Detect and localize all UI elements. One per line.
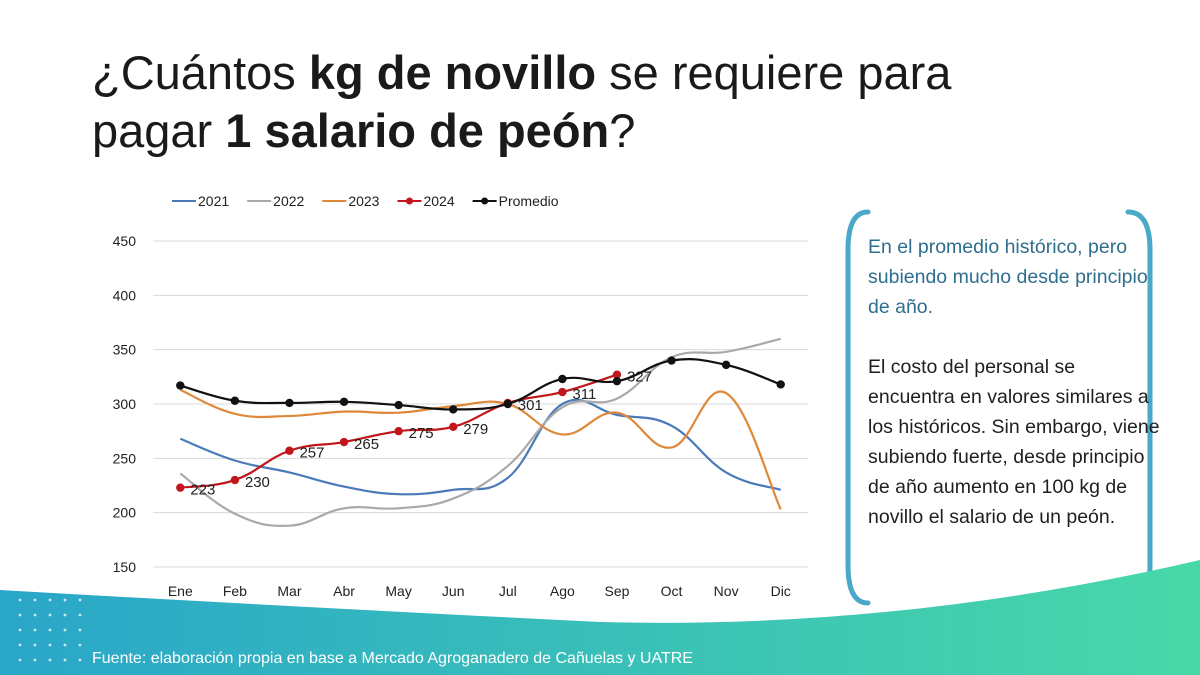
y-tick-label: 450 bbox=[113, 233, 137, 249]
data-point-promedio bbox=[721, 360, 731, 370]
x-tick-label: Sep bbox=[604, 583, 629, 599]
data-point-2024 bbox=[339, 437, 349, 447]
data-point-promedio bbox=[503, 399, 512, 409]
footer-wave bbox=[0, 560, 1200, 675]
decorative-dot bbox=[63, 598, 67, 602]
data-point-promedio bbox=[339, 397, 349, 407]
decorative-dot bbox=[63, 658, 67, 662]
x-tick-label: Ago bbox=[550, 583, 575, 599]
x-tick-label: Dic bbox=[771, 583, 791, 599]
data-point-2024 bbox=[176, 483, 185, 492]
decorative-dot bbox=[33, 598, 37, 602]
data-label-2024: 311 bbox=[572, 386, 596, 403]
data-point-promedio bbox=[558, 374, 567, 384]
x-tick-label: May bbox=[385, 583, 411, 599]
wave-shape bbox=[0, 560, 1200, 675]
data-label-2024: 279 bbox=[463, 421, 488, 438]
source-note: Fuente: elaboración propia en base a Mer… bbox=[92, 650, 693, 667]
decorative-dot bbox=[48, 658, 52, 662]
y-tick-label: 400 bbox=[113, 287, 137, 303]
x-tick-label: Nov bbox=[714, 583, 739, 599]
x-tick-label: Oct bbox=[661, 583, 683, 599]
left-bracket bbox=[845, 209, 871, 606]
decorative-dot bbox=[48, 628, 52, 632]
decorative-dot bbox=[18, 643, 22, 647]
legend-marker-2024 bbox=[405, 197, 413, 205]
title-text-1: ¿Cuántos bbox=[92, 46, 309, 99]
data-point-promedio bbox=[612, 376, 622, 386]
x-tick-label: Feb bbox=[223, 583, 247, 599]
line-chart: 150 200 250 300 350 400 450 Ene Feb Mar Abr May Jun J… bbox=[113, 193, 808, 599]
legend-label-2021: 2021 bbox=[198, 193, 229, 209]
decorative-dot bbox=[78, 658, 82, 662]
data-point-2024 bbox=[449, 422, 458, 432]
decorative-dot bbox=[78, 628, 82, 632]
x-tick-label: Abr bbox=[333, 583, 355, 599]
data-label-2024: 301 bbox=[518, 397, 543, 414]
decorative-dot bbox=[18, 613, 22, 617]
title-bold-1: kg de novillo bbox=[308, 46, 597, 99]
data-point-2024 bbox=[230, 475, 240, 485]
decorative-dot bbox=[63, 613, 67, 617]
legend-label-2022: 2022 bbox=[273, 193, 304, 209]
legend-label-promedio: Promedio bbox=[499, 193, 559, 209]
data-label-2024: 230 bbox=[245, 474, 270, 491]
data-point-promedio bbox=[285, 398, 294, 408]
data-point-promedio bbox=[230, 396, 240, 405]
data-label-2024: 223 bbox=[190, 482, 215, 499]
x-tick-label: Jun bbox=[442, 583, 465, 599]
decorative-dot bbox=[78, 643, 82, 647]
y-tick-label: 300 bbox=[113, 396, 137, 412]
title-text-3: pagar bbox=[92, 104, 226, 157]
decorative-dot bbox=[63, 628, 67, 632]
legend-marker-promedio bbox=[481, 197, 489, 205]
data-point-promedio bbox=[176, 381, 185, 390]
legend-label-2024: 2024 bbox=[423, 193, 454, 209]
callout-text: En el promedio histórico, pero subiendo … bbox=[868, 232, 1163, 532]
decorative-dots bbox=[18, 598, 82, 662]
decorative-dot bbox=[33, 613, 37, 617]
y-tick-label: 250 bbox=[113, 450, 137, 466]
data-point-2024 bbox=[612, 370, 622, 379]
decorative-dot bbox=[48, 598, 52, 602]
y-tick-label: 200 bbox=[113, 505, 137, 521]
decorative-dot bbox=[33, 628, 37, 632]
data-label-2024: 275 bbox=[409, 425, 434, 442]
decorative-dot bbox=[78, 613, 82, 617]
data-point-2024 bbox=[285, 446, 294, 455]
callout-paragraph-1: En el promedio histórico, pero subiendo … bbox=[868, 236, 1148, 318]
callout-paragraph-2: El costo del personal se encuentra en va… bbox=[868, 356, 1160, 528]
title-bold-2: 1 salario de peón bbox=[225, 104, 610, 157]
decorative-dot bbox=[78, 598, 82, 602]
series-line-2021 bbox=[179, 398, 782, 496]
slide-title: ¿Cuántos kg de novillo se requiere para p… bbox=[92, 44, 1092, 160]
decorative-dot bbox=[18, 658, 22, 662]
decorative-dot bbox=[63, 643, 67, 647]
title-text-2: se requiere para bbox=[596, 46, 952, 99]
data-point-promedio bbox=[776, 380, 785, 389]
data-point-2024 bbox=[558, 387, 567, 397]
decorative-dot bbox=[33, 658, 37, 662]
data-label-2024: 257 bbox=[299, 445, 324, 462]
decorative-dot bbox=[48, 643, 52, 647]
data-point-promedio bbox=[449, 405, 458, 414]
title-text-4: ? bbox=[609, 104, 636, 157]
x-tick-label: Ene bbox=[168, 583, 193, 599]
decorative-dot bbox=[18, 598, 22, 602]
x-tick-label: Jul bbox=[499, 583, 517, 599]
data-point-2024 bbox=[394, 426, 403, 436]
y-tick-label: 350 bbox=[113, 342, 137, 358]
x-tick-label: Mar bbox=[277, 583, 301, 599]
decorative-dot bbox=[48, 613, 52, 617]
series-line-promedio bbox=[179, 358, 782, 411]
decorative-dot bbox=[18, 628, 22, 632]
y-tick-label: 150 bbox=[113, 559, 137, 575]
legend-label-2023: 2023 bbox=[348, 193, 379, 209]
decorative-dot bbox=[33, 643, 37, 647]
data-label-2024: 265 bbox=[354, 436, 379, 453]
data-point-promedio bbox=[394, 400, 403, 410]
data-label-2024: 327 bbox=[627, 369, 652, 386]
data-point-promedio bbox=[667, 356, 676, 365]
